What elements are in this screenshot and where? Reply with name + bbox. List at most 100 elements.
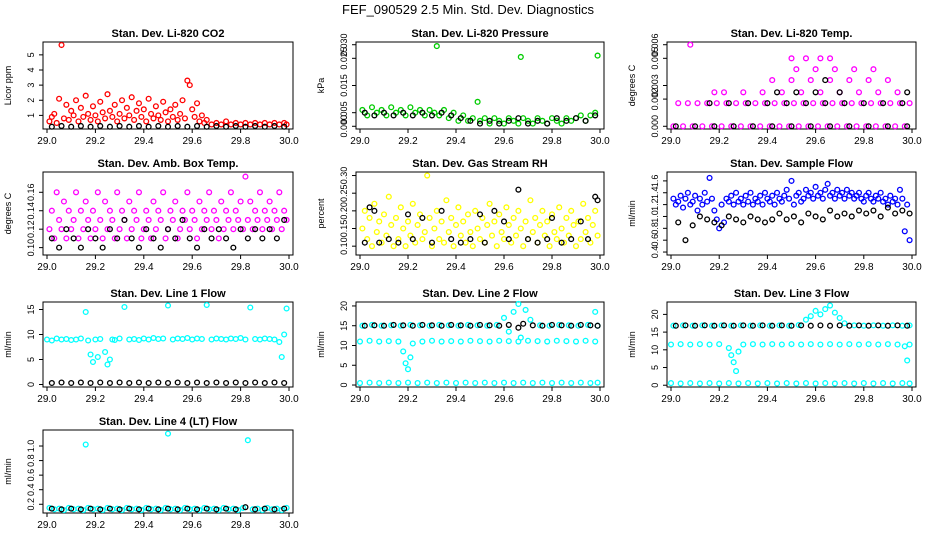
data-point [841,380,848,387]
data-point [592,109,599,116]
data-point [812,66,819,73]
data-point [704,216,711,223]
data-point [428,239,436,246]
data-point [512,232,520,239]
data-point [812,183,819,190]
data-point [99,235,106,242]
data-point [899,100,906,107]
data-point [203,123,210,130]
data-point [426,214,433,221]
data-point [385,236,392,243]
data-point [534,338,541,345]
data-point [510,117,517,124]
data-point [392,214,400,221]
data-point [80,226,87,233]
data-point [266,198,273,205]
data-point [824,123,831,130]
x-tick-label: 29.6 [494,394,514,405]
data-point [577,218,584,225]
data-point [577,321,584,328]
data-point [889,322,896,329]
x-tick-label: 30.0 [590,136,610,147]
data-point [395,239,402,246]
x-tick-label: 29.8 [854,262,874,273]
data-point [839,189,846,196]
data-point [572,243,580,250]
data-point [443,197,450,204]
data-point [53,335,60,342]
data-point [558,379,565,386]
data-point [371,207,378,214]
data-point [692,192,699,199]
y-axis-label: ml/min [3,458,13,485]
data-point [587,379,594,387]
data-point [848,100,855,107]
data-point [759,201,766,208]
data-point [63,335,70,343]
data-point [855,341,863,348]
data-point [77,379,84,386]
data-point [281,379,288,387]
data-point [440,239,448,246]
data-point [428,337,436,344]
data-point [131,207,138,214]
data-point [831,195,838,202]
data-point [184,77,191,84]
data-point [179,216,186,224]
data-point [281,505,288,512]
data-point [783,100,790,107]
data-point [491,115,498,122]
data-point [409,236,416,243]
data-point [500,236,508,243]
data-point [754,198,761,205]
data-point [713,100,720,107]
data-point [462,379,469,386]
data-point [894,89,901,96]
data-point [438,218,445,225]
data-point [152,226,159,233]
data-point [106,356,113,363]
data-point [114,189,121,196]
y-tick-label: 0.6 [650,234,660,247]
data-point [696,380,703,387]
data-point [875,341,882,348]
data-point [901,343,908,350]
data-point [385,193,392,200]
data-point [860,380,867,387]
data-point [85,337,92,344]
data-point [448,112,455,119]
data-point [723,100,730,107]
data-point [283,305,290,312]
data-point [551,228,558,236]
y-tick-label: 0.002 [650,88,660,111]
data-point [68,379,75,387]
data-point [901,228,908,235]
data-point [462,239,469,246]
data-point [77,122,84,130]
data-point [376,239,383,246]
data-point [757,123,764,130]
data-point [889,380,896,387]
data-point [407,354,414,361]
data-point [152,103,159,110]
data-point [836,322,843,329]
data-point [409,200,416,207]
data-point [708,123,716,130]
data-point [790,213,797,220]
data-point [261,335,268,342]
data-point [788,123,795,130]
data-point [687,380,694,387]
x-tick-label: 29.2 [86,136,106,147]
data-point [271,379,278,386]
data-point [232,207,239,214]
data-point [783,216,790,223]
data-point [733,216,740,223]
data-point [82,92,89,99]
data-point [594,322,601,329]
data-point [764,380,771,387]
data-point [505,328,512,335]
data-point [568,322,575,329]
x-tick-label: 29.0 [37,520,57,531]
data-point [380,109,388,116]
data-point [419,214,426,221]
